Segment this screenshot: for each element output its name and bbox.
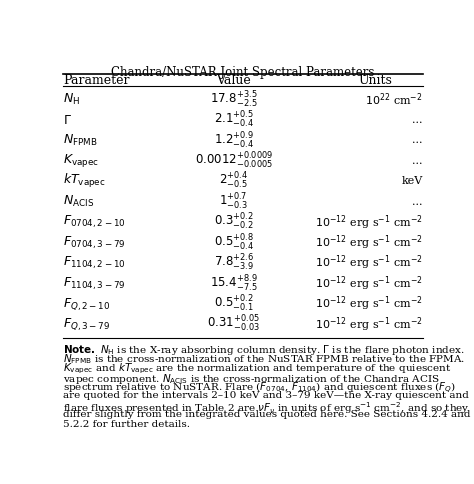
Text: $0.31^{+0.05}_{-0.03}$: $0.31^{+0.05}_{-0.03}$ [207, 314, 260, 334]
Text: spectrum relative to NuSTAR. Flare ($F_{0704}$, $F_{1104}$) and quiescent fluxes: spectrum relative to NuSTAR. Flare ($F_{… [63, 381, 456, 396]
Text: $1.2^{+0.9}_{-0.4}$: $1.2^{+0.9}_{-0.4}$ [214, 130, 254, 151]
Text: $F_{0704,2-10}$: $F_{0704,2-10}$ [63, 214, 126, 230]
Text: $15.4^{+8.9}_{-7.5}$: $15.4^{+8.9}_{-7.5}$ [210, 273, 257, 294]
Text: $7.8^{+2.6}_{-3.9}$: $7.8^{+2.6}_{-3.9}$ [214, 253, 254, 273]
Text: $F_{0704,3-79}$: $F_{0704,3-79}$ [63, 234, 126, 251]
Text: Chandra/NuSTAR Joint Spectral Parameters: Chandra/NuSTAR Joint Spectral Parameters [111, 66, 374, 79]
Text: $kT_{\rm vapec}$: $kT_{\rm vapec}$ [63, 172, 106, 190]
Text: $0.5^{+0.8}_{-0.4}$: $0.5^{+0.8}_{-0.4}$ [214, 233, 254, 253]
Text: $10^{-12}$ erg s$^{-1}$ cm$^{-2}$: $10^{-12}$ erg s$^{-1}$ cm$^{-2}$ [315, 315, 423, 333]
Text: $N_{\rm FPMB}$ is the cross-normalization of the NuSTAR FPMB relative to the FPM: $N_{\rm FPMB}$ is the cross-normalizatio… [63, 352, 465, 366]
Text: $0.3^{+0.2}_{-0.2}$: $0.3^{+0.2}_{-0.2}$ [214, 212, 254, 232]
Text: $17.8^{+3.5}_{-2.5}$: $17.8^{+3.5}_{-2.5}$ [210, 90, 257, 110]
Text: ...: ... [412, 115, 423, 125]
Text: keV: keV [401, 176, 423, 186]
Text: $1^{+0.7}_{-0.3}$: $1^{+0.7}_{-0.3}$ [219, 192, 248, 212]
Text: ...: ... [412, 156, 423, 166]
Text: $K_{\rm vapec}$: $K_{\rm vapec}$ [63, 152, 99, 169]
Text: $N_{\rm ACIS}$: $N_{\rm ACIS}$ [63, 194, 94, 209]
Text: $F_{Q,3-79}$: $F_{Q,3-79}$ [63, 317, 110, 332]
Text: $\mathbf{Note.}$ $N_{\rm H}$ is the X-ray absorbing column density. $\Gamma$ is : $\mathbf{Note.}$ $N_{\rm H}$ is the X-ra… [63, 343, 465, 357]
Text: $0.0012^{+0.0009}_{-0.0005}$: $0.0012^{+0.0009}_{-0.0005}$ [195, 151, 273, 171]
Text: flare fluxes presented in Table 2 are $\nu F_\nu$ in units of erg s$^{-1}$ cm$^{: flare fluxes presented in Table 2 are $\… [63, 401, 470, 416]
Text: ...: ... [412, 197, 423, 207]
Text: $0.5^{+0.2}_{-0.1}$: $0.5^{+0.2}_{-0.1}$ [214, 294, 254, 314]
Text: ...: ... [412, 136, 423, 146]
Text: $F_{1104,2-10}$: $F_{1104,2-10}$ [63, 255, 126, 272]
Text: Value: Value [216, 74, 251, 87]
Text: $2.1^{+0.5}_{-0.4}$: $2.1^{+0.5}_{-0.4}$ [214, 110, 254, 130]
Text: $N_{\rm H}$: $N_{\rm H}$ [63, 92, 80, 107]
Text: $10^{-12}$ erg s$^{-1}$ cm$^{-2}$: $10^{-12}$ erg s$^{-1}$ cm$^{-2}$ [315, 254, 423, 272]
Text: $N_{\rm FPMB}$: $N_{\rm FPMB}$ [63, 133, 98, 148]
Text: $10^{-12}$ erg s$^{-1}$ cm$^{-2}$: $10^{-12}$ erg s$^{-1}$ cm$^{-2}$ [315, 233, 423, 252]
Text: are quoted for the intervals 2–10 keV and 3–79 keV—the X-ray quiescent and: are quoted for the intervals 2–10 keV an… [63, 391, 469, 400]
Text: $K_{\rm vapec}$ and $kT_{\rm vapec}$ are the normalization and temperature of th: $K_{\rm vapec}$ and $kT_{\rm vapec}$ are… [63, 362, 451, 377]
Text: 5.2.2 for further details.: 5.2.2 for further details. [63, 420, 190, 429]
Text: $10^{-12}$ erg s$^{-1}$ cm$^{-2}$: $10^{-12}$ erg s$^{-1}$ cm$^{-2}$ [315, 274, 423, 293]
Text: $2^{+0.4}_{-0.5}$: $2^{+0.4}_{-0.5}$ [219, 171, 248, 191]
Text: Parameter: Parameter [63, 74, 129, 87]
Text: $10^{-12}$ erg s$^{-1}$ cm$^{-2}$: $10^{-12}$ erg s$^{-1}$ cm$^{-2}$ [315, 213, 423, 231]
Text: $10^{-12}$ erg s$^{-1}$ cm$^{-2}$: $10^{-12}$ erg s$^{-1}$ cm$^{-2}$ [315, 295, 423, 313]
Text: $10^{22}$ cm$^{-2}$: $10^{22}$ cm$^{-2}$ [365, 91, 423, 108]
Text: vapec component. $N_{\rm ACIS}$ is the cross-normalization of the Chandra ACIS: vapec component. $N_{\rm ACIS}$ is the c… [63, 372, 439, 386]
Text: $F_{1104,3-79}$: $F_{1104,3-79}$ [63, 275, 126, 292]
Text: Units: Units [358, 74, 392, 87]
Text: differ slightly from the integrated values quoted here. See Sections 4.2.4 and: differ slightly from the integrated valu… [63, 410, 470, 419]
Text: $\Gamma$: $\Gamma$ [63, 114, 72, 126]
Text: $F_{Q,2-10}$: $F_{Q,2-10}$ [63, 296, 110, 312]
